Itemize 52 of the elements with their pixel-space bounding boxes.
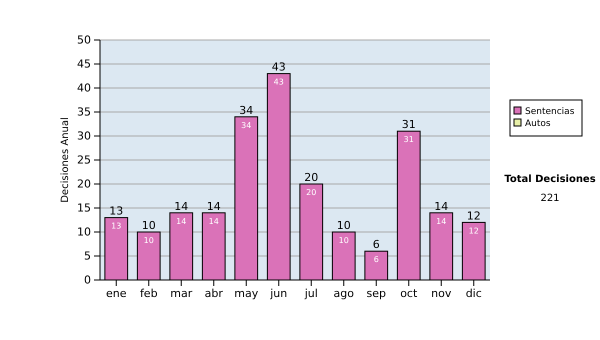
data-label: 13 <box>109 204 124 218</box>
x-tick-label: mar <box>170 286 193 300</box>
y-tick-label: 50 <box>77 34 91 47</box>
annotation: 13 <box>111 222 122 231</box>
annotation: 43 <box>274 78 284 87</box>
annotation: 34 <box>241 120 252 130</box>
y-axis-title: Decisiones Anual <box>60 117 71 203</box>
x-tick-label: sep <box>366 286 386 300</box>
y-tick-label: 45 <box>77 58 91 71</box>
data-label: 43 <box>272 60 286 74</box>
data-label: 6 <box>372 238 380 252</box>
y-tick-label: 15 <box>77 202 91 215</box>
y-tick-label: 35 <box>77 106 91 119</box>
legend-label: Autos <box>525 119 551 129</box>
legend-label: Sentencias <box>525 107 575 117</box>
data-label: 14 <box>206 200 221 213</box>
y-tick-label: 40 <box>77 82 91 95</box>
data-label: 10 <box>336 219 351 232</box>
annotation: 20 <box>306 188 316 197</box>
text: 221 <box>540 193 560 204</box>
x-tick-label: oct <box>400 286 418 300</box>
x-tick-label: jul <box>304 286 318 300</box>
data-label: 34 <box>239 104 254 117</box>
data-label: 10 <box>142 219 156 232</box>
y-tick-label: 5 <box>84 250 91 263</box>
data-label: 14 <box>174 200 188 213</box>
data-label: 12 <box>466 209 481 222</box>
annotation: 12 <box>468 226 479 236</box>
x-tick-label: may <box>234 286 259 300</box>
x-tick-label: feb <box>140 286 158 300</box>
data-label: 14 <box>434 200 448 213</box>
y-tick-label: 10 <box>77 226 91 239</box>
text: Total Decisiones <box>504 174 596 185</box>
annotation: 10 <box>144 236 154 245</box>
annotation: 10 <box>338 236 349 245</box>
y-tick-label: 0 <box>84 274 91 287</box>
annotation: 14 <box>176 216 186 226</box>
x-tick-label: abr <box>204 286 224 300</box>
x-tick-label: ene <box>106 286 127 300</box>
x-tick-label: nov <box>431 286 452 300</box>
annotation: 14 <box>436 216 446 226</box>
annotation: 6 <box>374 255 379 264</box>
y-tick-label: 20 <box>77 178 91 191</box>
annotation: 31 <box>404 135 414 144</box>
y-tick-label: 25 <box>77 154 91 167</box>
x-tick-label: jun <box>269 286 288 300</box>
y-tick-label: 30 <box>77 130 91 143</box>
x-tick-label: ago <box>334 286 354 300</box>
annotation: 14 <box>208 216 219 226</box>
data-label: 20 <box>304 171 318 184</box>
data-label: 31 <box>402 118 416 132</box>
x-tick-label: dic <box>466 286 482 300</box>
